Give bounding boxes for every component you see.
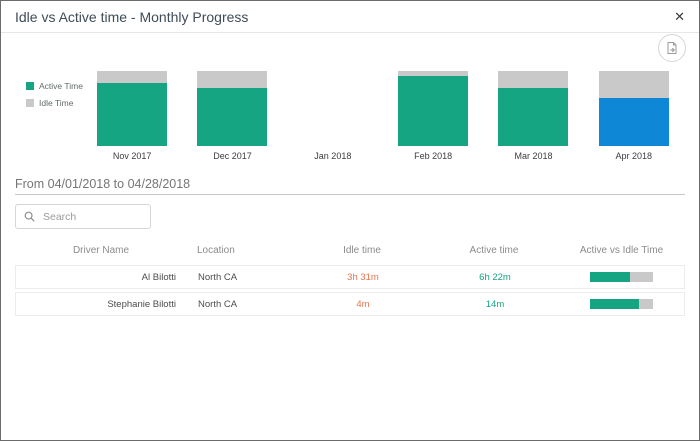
- chart-plot: [82, 71, 684, 146]
- date-range-heading: From 04/01/2018 to 04/28/2018: [15, 177, 191, 191]
- active-time-segment: [398, 76, 469, 146]
- section-divider: [15, 194, 685, 195]
- column-header-location[interactable]: Location: [197, 244, 235, 256]
- active-vs-idle-cell: [559, 272, 684, 282]
- export-image-icon: [665, 41, 679, 55]
- legend-label: Active Time: [39, 81, 83, 91]
- chart-bar-slot: [283, 71, 383, 146]
- x-axis-label: Nov 2017: [112, 151, 152, 161]
- location-cell: North CA: [198, 271, 238, 283]
- legend-item-idle-time[interactable]: Idle Time: [26, 98, 83, 108]
- bar-mar-2018[interactable]: [498, 71, 569, 146]
- chart-legend: Active Time Idle Time: [26, 81, 83, 115]
- table-row: Al Bilotti North CA 3h 31m 6h 22m: [15, 265, 685, 289]
- active-time-segment: [97, 83, 168, 146]
- chart-x-axis: Nov 2017 Dec 2017 Jan 2018 Feb 2018 Mar 2018…: [82, 151, 684, 161]
- dialog-header: Idle vs Active time - Monthly Progress ✕: [1, 1, 699, 33]
- idle-time-segment: [498, 71, 569, 89]
- search-input[interactable]: [41, 209, 142, 224]
- bar-nov-2017[interactable]: [97, 71, 168, 146]
- active-vs-idle-progress-bar: [590, 272, 653, 282]
- active-progress-fill: [590, 272, 631, 282]
- idle-time-segment: [197, 71, 268, 88]
- active-time-segment: [498, 88, 569, 146]
- column-header-active-time[interactable]: Active time: [469, 244, 519, 256]
- x-axis-label: Apr 2018: [615, 151, 653, 161]
- idle-time-segment: [398, 71, 469, 77]
- driver-name-cell: Stephanie Bilotti: [107, 298, 176, 310]
- idle-time-swatch: [26, 99, 34, 107]
- active-time-cell: 6h 22m: [479, 271, 511, 283]
- column-header-driver-name[interactable]: Driver Name: [72, 244, 130, 256]
- table-row: Stephanie Bilotti North CA 4m 14m: [15, 292, 685, 316]
- chart-bar-slot: [584, 71, 684, 146]
- x-axis-label: Jan 2018: [314, 151, 352, 161]
- x-axis-label: Feb 2018: [414, 151, 453, 161]
- active-time-segment: [197, 87, 268, 146]
- active-time-segment: [598, 98, 669, 146]
- bar-feb-2018[interactable]: [398, 71, 469, 146]
- chart-bar-slot: [383, 71, 483, 146]
- search-icon: [24, 211, 35, 222]
- table-header: Driver Name Location Idle time Active time A…: [15, 241, 685, 259]
- dialog-title: Idle vs Active time - Monthly Progress: [15, 8, 249, 25]
- location-cell: North CA: [198, 298, 238, 310]
- active-vs-idle-progress-bar: [590, 299, 653, 309]
- chart-bar-slot: [483, 71, 583, 146]
- idle-time-segment: [598, 71, 669, 98]
- x-axis-label: Mar 2018: [514, 151, 553, 161]
- active-progress-fill: [590, 299, 640, 309]
- table-body: Al Bilotti North CA 3h 31m 6h 22m Stephanie …: [15, 265, 685, 316]
- legend-label: Idle Time: [39, 98, 74, 108]
- legend-item-active-time[interactable]: Active Time: [26, 81, 83, 91]
- search-box: [15, 204, 151, 229]
- x-axis-label: Dec 2017: [213, 151, 252, 161]
- idle-time-cell: 3h 31m: [347, 271, 379, 283]
- chart-bar-slot: [82, 71, 182, 146]
- bar-apr-2018[interactable]: [598, 71, 669, 146]
- active-time-swatch: [26, 82, 34, 90]
- idle-time-cell: 4m: [356, 298, 370, 310]
- active-vs-idle-cell: [559, 299, 684, 309]
- active-time-cell: 14m: [485, 298, 505, 310]
- drivers-table: Driver Name Location Idle time Active time A…: [15, 241, 685, 319]
- bar-dec-2017[interactable]: [197, 71, 268, 146]
- column-header-active-vs-idle-time[interactable]: Active vs Idle Time: [579, 244, 664, 256]
- column-header-idle-time[interactable]: Idle time: [343, 244, 381, 256]
- idle-time-segment: [97, 71, 168, 83]
- driver-name-cell: Al Bilotti: [141, 271, 176, 283]
- chart-bar-slot: [182, 71, 282, 146]
- export-image-button[interactable]: [658, 34, 686, 62]
- close-button[interactable]: ✕: [674, 9, 685, 24]
